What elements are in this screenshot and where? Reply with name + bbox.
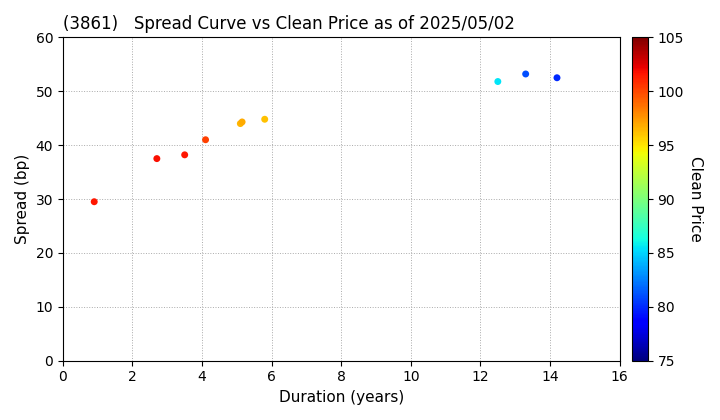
Point [236,118,248,125]
Point [179,152,191,158]
Point [492,78,503,85]
Y-axis label: Clean Price: Clean Price [688,156,703,242]
Point [520,71,531,77]
Point [200,136,212,143]
Y-axis label: Spread (bp): Spread (bp) [15,154,30,244]
X-axis label: Duration (years): Duration (years) [279,390,404,405]
Point [235,120,246,127]
Point [89,198,100,205]
Text: (3861)   Spread Curve vs Clean Price as of 2025/05/02: (3861) Spread Curve vs Clean Price as of… [63,15,515,33]
Point [151,155,163,162]
Point [259,116,271,123]
Point [552,74,563,81]
